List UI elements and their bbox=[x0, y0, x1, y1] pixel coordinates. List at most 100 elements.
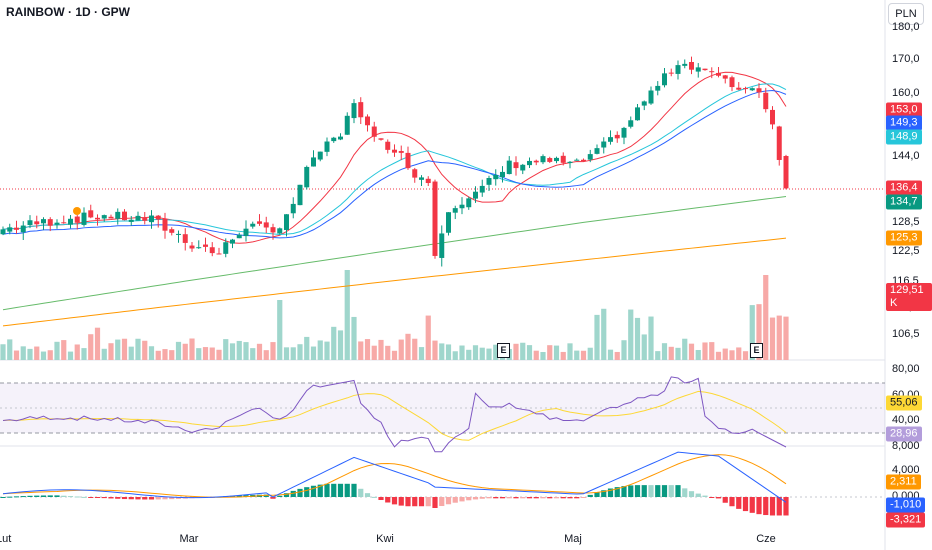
volume-bar bbox=[88, 334, 94, 360]
currency-button[interactable]: PLN bbox=[888, 3, 924, 25]
candle-body bbox=[169, 229, 175, 233]
ma-blue-line bbox=[2, 90, 787, 239]
volume-bar bbox=[169, 350, 175, 360]
macd-hist-bar bbox=[749, 497, 755, 513]
candle-body bbox=[47, 219, 53, 226]
macd-hist-bar bbox=[108, 497, 114, 499]
volume-bar bbox=[614, 351, 620, 360]
volume-bar bbox=[493, 344, 499, 360]
macd-hist-bar bbox=[364, 493, 371, 497]
macd-hist-bar bbox=[54, 495, 60, 497]
macd-hist-bar bbox=[574, 497, 580, 499]
macd-hist-bar bbox=[567, 497, 573, 499]
last-price-tag: 136,4 bbox=[886, 180, 922, 196]
macd-hist-bar bbox=[783, 497, 789, 516]
macd-hist-bar bbox=[641, 485, 647, 497]
volume-bar bbox=[20, 346, 26, 360]
candle-body bbox=[689, 61, 694, 70]
candle-body bbox=[783, 156, 789, 189]
macd-hist-bar bbox=[655, 485, 661, 497]
macd-hist-bar bbox=[499, 497, 506, 499]
volume-bar bbox=[47, 350, 53, 360]
macd-hist-bar bbox=[236, 495, 242, 497]
macd-hist-bar bbox=[101, 497, 107, 499]
macd-hist-bar bbox=[425, 497, 431, 507]
ma-blue-tag: 149,3 bbox=[886, 115, 922, 131]
candle-body bbox=[371, 126, 377, 137]
volume-bar bbox=[655, 351, 661, 360]
symbol-title[interactable]: RAINBOW · 1D · GPW bbox=[6, 5, 130, 19]
macd-hist-bar bbox=[594, 492, 600, 497]
rsi-tick: 80,00 bbox=[892, 363, 920, 375]
volume-bar bbox=[580, 350, 587, 360]
volume-bar bbox=[283, 347, 290, 360]
volume-bar bbox=[101, 348, 107, 360]
earnings-marker[interactable]: E bbox=[497, 343, 510, 358]
rsi-tick: 40,00 bbox=[892, 414, 920, 426]
volume-bar bbox=[702, 342, 708, 360]
macd-hist-bar bbox=[331, 483, 337, 497]
candle-body bbox=[479, 185, 485, 193]
macd-hist-bar bbox=[479, 497, 485, 499]
candle-body bbox=[250, 223, 256, 227]
candle-body bbox=[385, 141, 391, 150]
candle-body bbox=[203, 244, 208, 247]
volume-bar bbox=[223, 339, 229, 360]
volume-bar bbox=[67, 351, 74, 360]
volume-bar bbox=[533, 350, 539, 360]
volume-bar bbox=[445, 344, 452, 360]
macd-hist-bar bbox=[7, 496, 13, 498]
macd-hist-bar bbox=[459, 497, 465, 502]
volume-bar bbox=[351, 316, 357, 360]
candle-body bbox=[14, 227, 19, 230]
rsi-value-tag: 28,96 bbox=[886, 426, 922, 442]
volume-bar bbox=[715, 351, 722, 360]
macd-hist-bar bbox=[769, 497, 776, 516]
volume-bar bbox=[688, 343, 695, 360]
ma-orange-tag: 125,3 bbox=[886, 230, 922, 246]
macd-hist-bar bbox=[378, 497, 384, 501]
macd-hist-bar bbox=[115, 497, 121, 499]
earnings-marker[interactable]: E bbox=[750, 343, 763, 358]
macd-hist-bar bbox=[614, 487, 620, 497]
volume-bar bbox=[202, 347, 209, 360]
macd-hist-bar bbox=[722, 497, 728, 503]
macd-hist-bar bbox=[297, 488, 303, 497]
macd-hist-bar bbox=[277, 495, 283, 497]
volume-bar bbox=[209, 347, 215, 360]
candle-body bbox=[473, 191, 478, 199]
macd-hist-bar bbox=[715, 497, 722, 499]
volume-bar bbox=[574, 350, 580, 360]
rsi-signal-line bbox=[2, 390, 787, 441]
macd-hist-bar bbox=[391, 497, 398, 505]
volume-bar bbox=[722, 348, 728, 360]
volume-bar bbox=[216, 349, 222, 360]
candle-body bbox=[216, 253, 222, 255]
macd-hist-bar bbox=[67, 496, 74, 498]
candle-body bbox=[675, 65, 681, 74]
candle-body bbox=[135, 215, 141, 221]
rsi-band bbox=[0, 383, 885, 433]
candle-body bbox=[351, 103, 357, 119]
macd-hist-bar bbox=[135, 497, 141, 500]
volume-bar bbox=[459, 345, 465, 360]
macd-hist-bar bbox=[601, 490, 607, 497]
volume-bar bbox=[439, 343, 445, 360]
dividend-marker bbox=[73, 207, 81, 215]
candle-body bbox=[20, 225, 26, 233]
time-axis-label: Kwi bbox=[376, 533, 394, 545]
candle-body bbox=[513, 162, 519, 169]
volume-bar bbox=[81, 348, 87, 360]
candle-body bbox=[736, 87, 742, 90]
volume-bar bbox=[371, 345, 377, 360]
candle-body bbox=[290, 203, 296, 214]
candle-body bbox=[709, 71, 715, 73]
candle-body bbox=[439, 233, 445, 258]
candle-body bbox=[432, 181, 438, 256]
volume-bar bbox=[452, 351, 458, 360]
macd-hist-bar bbox=[432, 497, 438, 508]
macd-hist-bar bbox=[756, 497, 762, 515]
macd-hist-bar bbox=[547, 497, 553, 499]
volume-bar bbox=[763, 275, 769, 360]
